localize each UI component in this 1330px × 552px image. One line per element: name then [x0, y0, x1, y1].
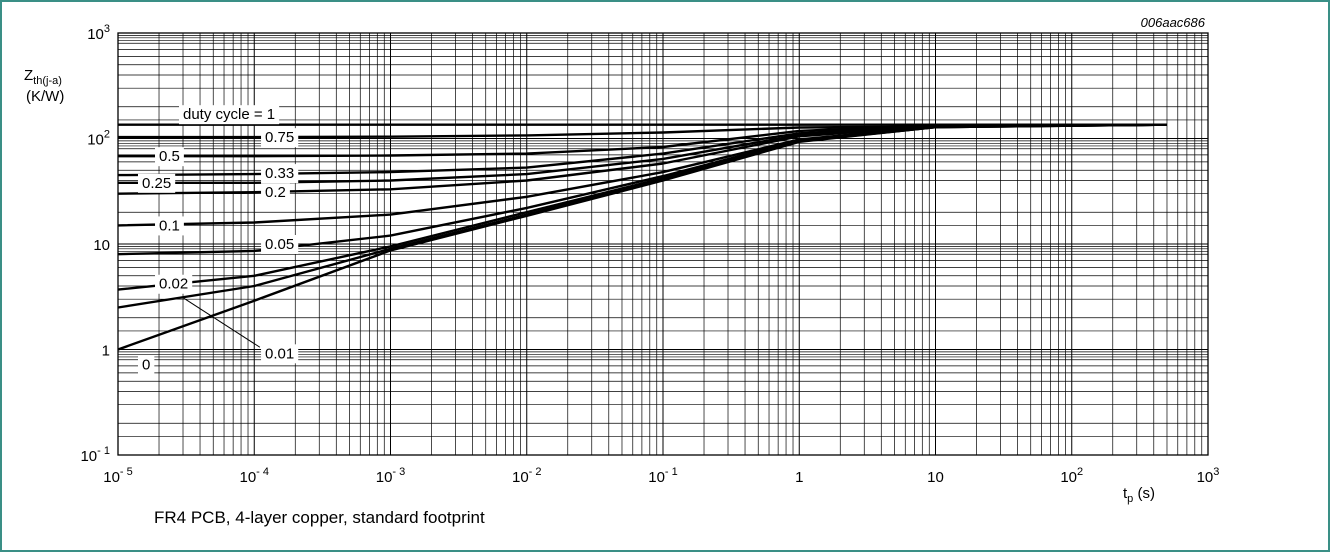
- y-axis-unit: (K/W): [26, 88, 64, 105]
- series-label-1: 0.75: [265, 129, 294, 146]
- series-label-bg-4: [137, 173, 176, 193]
- plot-border: [117, 32, 1209, 456]
- series-line-10: [117, 123, 1168, 351]
- figure-caption: FR4 PCB, 4-layer copper, standard footpr…: [154, 508, 485, 527]
- x-tick-label-6: 10: [927, 469, 944, 486]
- x-tick-label-8: 103: [1197, 466, 1220, 486]
- series-label-layer: duty cycle = 1 0.75 0.5 0.33 0.25 0.2 0.1 0.05 0…: [137, 105, 299, 375]
- series-label-2: 0.5: [159, 148, 180, 165]
- series-label-0: duty cycle = 1: [183, 106, 275, 123]
- series-label-8: 0.02: [159, 276, 188, 293]
- series-label-3: 0.33: [265, 165, 294, 182]
- y-tick-label-3: 102: [87, 129, 110, 149]
- series-label-7: 0.05: [265, 236, 294, 253]
- series-label-bg-5: [261, 183, 290, 203]
- series-label-bg-10: [137, 355, 155, 375]
- series-label-10: 0: [142, 357, 150, 374]
- series-label-4: 0.25: [142, 175, 171, 192]
- x-tick-labels: 10- 5 10- 4 10- 3 10- 2 10- 1 1 10 102 103: [103, 466, 1219, 486]
- y-tick-label-1: 1: [102, 343, 110, 360]
- y-tick-label-0: 10- 1: [80, 445, 110, 465]
- series-label-bg-2: [155, 147, 184, 167]
- y-tick-label-4: 103: [87, 23, 110, 43]
- series-line-1: [118, 123, 1168, 139]
- x-tick-label-7: 102: [1060, 466, 1083, 486]
- series-label-9: 0.01: [265, 345, 294, 362]
- series-label-6: 0.1: [159, 217, 180, 234]
- series-label-bg-7: [261, 235, 299, 254]
- x-tick-label-5: 1: [795, 469, 803, 486]
- series-label-bg-9: [261, 344, 299, 364]
- series-label-bg-6: [155, 216, 184, 236]
- series-label-bg-8: [155, 274, 193, 294]
- y-axis-label: Zth(j-a): [24, 67, 62, 87]
- x-tick-label-4: 10- 1: [648, 466, 678, 486]
- series-label-bg-0: [179, 105, 280, 125]
- x-tick-label-0: 10- 5: [103, 466, 133, 486]
- leader-line-0.01: [182, 297, 261, 348]
- y-tick-label-2: 10: [93, 237, 110, 254]
- series-label-bg-3: [261, 164, 299, 184]
- series-label-5: 0.2: [265, 184, 286, 201]
- y-tick-labels: 10- 1 1 10 102 103: [80, 23, 110, 465]
- series-line-9: [117, 123, 1168, 309]
- x-tick-label-2: 10- 3: [376, 466, 406, 486]
- series-line-8: [117, 123, 1168, 291]
- x-tick-label-3: 10- 2: [512, 466, 542, 486]
- figure-code: 006aac686: [1141, 15, 1206, 30]
- chart-grid: [117, 33, 1208, 456]
- x-axis-label: tp (s): [1123, 485, 1155, 505]
- series-label-bg-1: [261, 128, 299, 148]
- x-tick-label-1: 10- 4: [239, 466, 269, 486]
